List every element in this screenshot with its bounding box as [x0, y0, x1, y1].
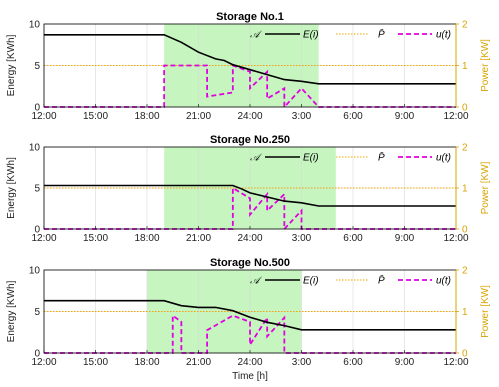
- y-tick-label: 0: [34, 225, 40, 236]
- energy-series-line: [44, 33, 456, 85]
- y-tick-label: 10: [29, 20, 41, 31]
- x-tick-label: 3:00: [292, 233, 312, 244]
- legend-label-pbar: P̄: [378, 274, 385, 287]
- x-tick-label: 18:00: [134, 357, 159, 368]
- y2-axis-label: Power [KW]: [480, 285, 491, 338]
- x-tick-label: 12:00: [443, 233, 468, 244]
- energy-series-line: [44, 299, 456, 331]
- x-tick-label: 18:00: [134, 111, 159, 122]
- y2-axis-label: Power [KW]: [480, 161, 491, 214]
- legend-swatch-window: [208, 276, 238, 284]
- energy-series-line: [44, 184, 456, 207]
- y-tick-label: 5: [34, 307, 40, 318]
- x-tick-label: 9:00: [395, 357, 415, 368]
- y2-tick-label: 0: [462, 349, 468, 360]
- y-tick-label: 10: [29, 143, 41, 154]
- x-tick-label: 15:00: [83, 357, 108, 368]
- y-tick-label: 5: [34, 184, 40, 195]
- x-tick-label: 12:00: [443, 111, 468, 122]
- y-tick-label: 0: [34, 103, 40, 114]
- legend-label-u: u(t): [436, 276, 451, 287]
- legend-label-pbar: P̄: [378, 28, 385, 41]
- x-tick-label: 12:00: [31, 233, 56, 244]
- legend-label-window: 𝒜: [250, 276, 263, 287]
- x-tick-label: 24:00: [237, 233, 262, 244]
- y-tick-label: 5: [34, 61, 40, 72]
- x-tick-label: 3:00: [292, 357, 312, 368]
- chart-title: Storage No.250: [210, 134, 290, 146]
- x-tick-label: 21:00: [186, 357, 211, 368]
- chart-panel-3: 12:00 15:00 18:00 21:00 24:00 3:00 6:00 9:00 12:…: [6, 257, 491, 382]
- legend-label-pbar: P̄: [378, 151, 385, 164]
- x-tick-label: 12:00: [443, 357, 468, 368]
- legend-label-u: u(t): [436, 30, 451, 41]
- y2-tick-label: 1: [462, 184, 468, 195]
- y-axis-label: Energy [KWh]: [6, 34, 17, 96]
- y2-tick-label: 2: [462, 143, 468, 154]
- x-tick-label: 15:00: [83, 233, 108, 244]
- y2-tick-label: 0: [462, 103, 468, 114]
- x-tick-label: 6:00: [343, 233, 363, 244]
- chart-title: Storage No.500: [210, 257, 290, 269]
- chart-panel-1: 12:00 15:00 18:00 21:00 24:00 3:00 6:00 9:00 12:…: [6, 11, 491, 122]
- x-tick-label: 18:00: [134, 233, 159, 244]
- y-tick-label: 0: [34, 349, 40, 360]
- legend: 𝒜 E(i) P̄ u(t): [208, 274, 451, 287]
- x-tick-label: 15:00: [83, 111, 108, 122]
- y2-tick-label: 1: [462, 307, 468, 318]
- y2-tick-label: 2: [462, 20, 468, 31]
- legend-label-window: 𝒜: [250, 30, 263, 41]
- legend: 𝒜 E(i) P̄ u(t): [208, 151, 451, 164]
- x-tick-label: 6:00: [343, 357, 363, 368]
- x-tick-label: 6:00: [343, 111, 363, 122]
- legend: 𝒜 E(i) P̄ u(t): [208, 28, 451, 41]
- y2-tick-label: 1: [462, 61, 468, 72]
- y2-axis-label: Power [KW]: [480, 39, 491, 92]
- y-axis-label: Energy [KWh]: [6, 280, 17, 342]
- legend-swatch-window: [208, 30, 238, 38]
- u-series-line: [44, 64, 456, 110]
- legend-label-window: 𝒜: [250, 153, 263, 164]
- y2-tick-label: 2: [462, 266, 468, 277]
- x-tick-label: 9:00: [395, 233, 415, 244]
- y-axis-label: Energy [KWh]: [6, 157, 17, 219]
- legend-label-energy: E(i): [303, 276, 319, 287]
- y2-tick-label: 0: [462, 225, 468, 236]
- legend-swatch-window: [208, 153, 238, 161]
- y-tick-label: 10: [29, 266, 41, 277]
- u-series-line: [44, 186, 456, 232]
- x-tick-label: 21:00: [186, 233, 211, 244]
- x-tick-label: 21:00: [186, 111, 211, 122]
- x-tick-label: 12:00: [31, 357, 56, 368]
- x-tick-label: 12:00: [31, 111, 56, 122]
- legend-label-energy: E(i): [303, 153, 319, 164]
- legend-label-u: u(t): [436, 153, 451, 164]
- x-axis-label: Time [h]: [232, 371, 268, 382]
- x-tick-label: 3:00: [292, 111, 312, 122]
- x-tick-label: 24:00: [237, 357, 262, 368]
- x-tick-label: 24:00: [237, 111, 262, 122]
- chart-title: Storage No.1: [216, 11, 284, 23]
- legend-label-energy: E(i): [303, 30, 319, 41]
- x-tick-label: 9:00: [395, 111, 415, 122]
- chart-panel-2: 12:00 15:00 18:00 21:00 24:00 3:00 6:00 9:00 12:…: [6, 134, 491, 244]
